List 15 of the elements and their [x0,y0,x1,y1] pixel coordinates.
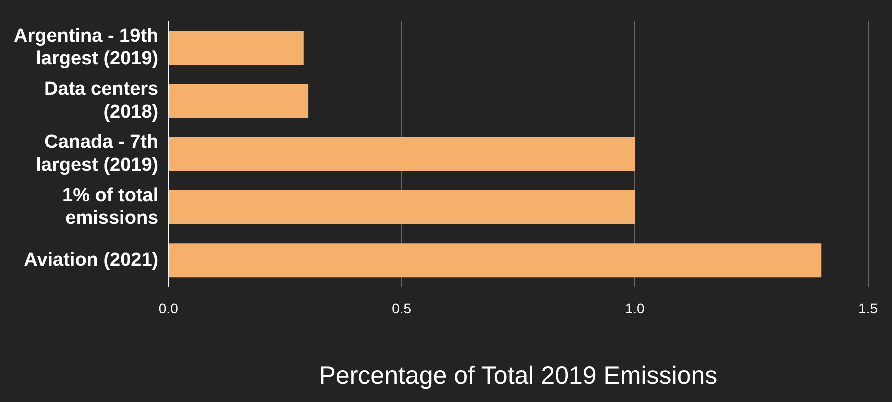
bar [169,244,822,278]
bar [169,137,636,172]
x-tick-label: 1.5 [858,300,878,316]
bar [169,84,309,118]
y-tick-label: Aviation (2021) [24,250,159,271]
x-tick-label: 1.0 [625,300,645,316]
y-tick-label: Data centers (2018) [44,78,159,123]
y-tick-label: 1% of total emissions [62,185,159,230]
bar [169,30,304,65]
y-tick-label: Canada - 7th largest (2019) [36,132,159,176]
x-tick-label: 0.0 [158,300,179,316]
x-axis-title: Percentage of Total 2019 Emissions [319,362,718,390]
y-tick-label: Argentina - 19th largest (2019) [14,26,159,70]
bar [169,190,636,224]
x-tick-label: 0.5 [392,300,412,316]
